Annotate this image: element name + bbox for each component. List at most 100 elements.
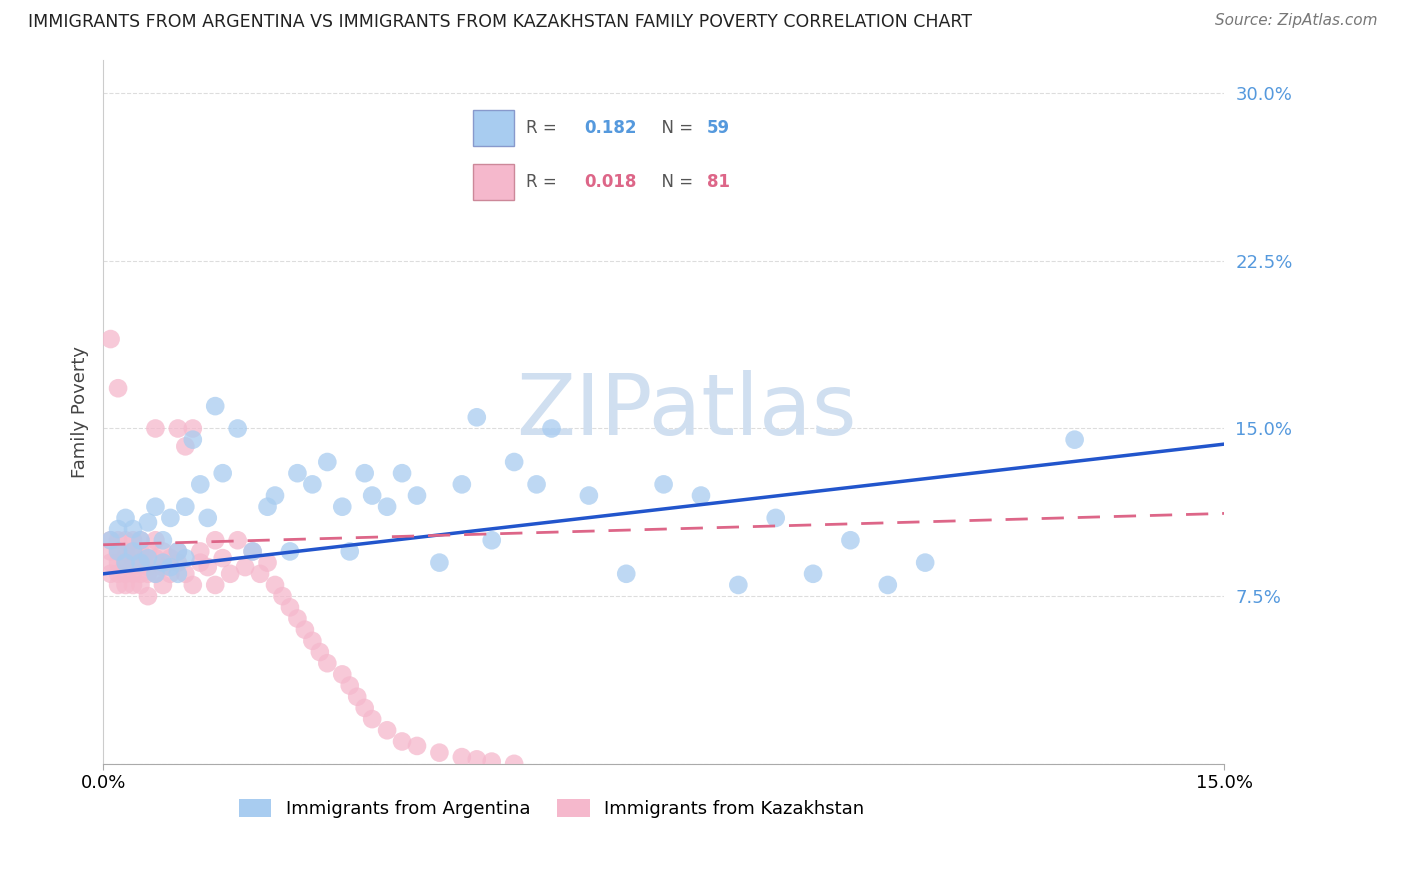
Point (181, 578, 204, 592)
Point (353, 466, 375, 480)
Point (145, 566, 167, 581)
Y-axis label: Family Poverty: Family Poverty (72, 346, 89, 478)
Point (465, 752, 488, 766)
Point (197, 511, 219, 525)
Point (167, 421, 190, 435)
Point (339, 679, 361, 693)
Point (152, 544, 174, 558)
Point (204, 533, 226, 548)
Point (174, 566, 197, 581)
Text: ZIPatlas: ZIPatlas (516, 370, 856, 453)
Point (136, 589, 159, 603)
Point (226, 421, 249, 435)
Point (353, 701, 375, 715)
Point (114, 511, 136, 525)
Point (181, 433, 204, 447)
Point (578, 489, 600, 503)
Point (167, 544, 190, 558)
Point (233, 560, 256, 574)
Point (188, 556, 211, 570)
Point (100, 533, 122, 548)
Point (278, 600, 301, 615)
Point (145, 421, 167, 435)
Point (429, 556, 451, 570)
Point (114, 556, 136, 570)
Legend: Immigrants from Argentina, Immigrants from Kazakhstan: Immigrants from Argentina, Immigrants fr… (232, 791, 872, 825)
Point (167, 556, 190, 570)
Point (107, 578, 129, 592)
Point (107, 522, 129, 536)
Point (765, 511, 787, 525)
Point (152, 556, 174, 570)
Point (129, 556, 152, 570)
Point (391, 734, 413, 748)
Point (406, 489, 429, 503)
Point (122, 544, 145, 558)
Point (481, 533, 503, 548)
Point (136, 551, 159, 566)
Point (271, 589, 294, 603)
Point (129, 533, 152, 548)
Point (188, 477, 211, 491)
Point (129, 578, 152, 592)
Point (107, 556, 129, 570)
Point (188, 544, 211, 558)
Point (114, 533, 136, 548)
Text: IMMIGRANTS FROM ARGENTINA VS IMMIGRANTS FROM KAZAKHSTAN FAMILY POVERTY CORRELATI: IMMIGRANTS FROM ARGENTINA VS IMMIGRANTS … (28, 13, 972, 31)
Point (100, 544, 122, 558)
Point (129, 566, 152, 581)
Point (159, 560, 181, 574)
Point (465, 410, 488, 425)
Point (122, 551, 145, 566)
Point (346, 690, 368, 704)
Point (287, 611, 309, 625)
Point (122, 560, 145, 574)
Point (136, 566, 159, 581)
Point (1063, 433, 1085, 447)
Point (145, 533, 167, 548)
Point (375, 723, 398, 738)
Point (122, 578, 145, 592)
Point (159, 566, 181, 581)
Point (114, 556, 136, 570)
Point (152, 533, 174, 548)
Point (264, 489, 287, 503)
Point (294, 623, 316, 637)
Point (526, 477, 548, 491)
Point (450, 750, 472, 764)
Point (122, 522, 145, 536)
Point (450, 477, 472, 491)
Point (100, 566, 122, 581)
Point (136, 544, 159, 558)
Point (107, 566, 129, 581)
Point (242, 544, 264, 558)
Point (107, 381, 129, 395)
Point (100, 533, 122, 548)
Point (122, 544, 145, 558)
Point (107, 533, 129, 548)
Point (129, 556, 152, 570)
Point (301, 477, 323, 491)
Point (100, 556, 122, 570)
Point (481, 755, 503, 769)
Point (249, 566, 271, 581)
Point (406, 739, 429, 753)
Point (129, 544, 152, 558)
Point (122, 566, 145, 581)
Point (211, 551, 233, 566)
Point (145, 566, 167, 581)
Point (242, 544, 264, 558)
Point (339, 544, 361, 558)
Point (540, 421, 562, 435)
Point (159, 511, 181, 525)
Point (308, 645, 330, 659)
Point (375, 500, 398, 514)
Point (174, 439, 197, 453)
Point (129, 533, 152, 548)
Point (174, 551, 197, 566)
Point (727, 578, 749, 592)
Point (122, 533, 145, 548)
Point (614, 566, 637, 581)
Point (503, 455, 526, 469)
Point (107, 544, 129, 558)
